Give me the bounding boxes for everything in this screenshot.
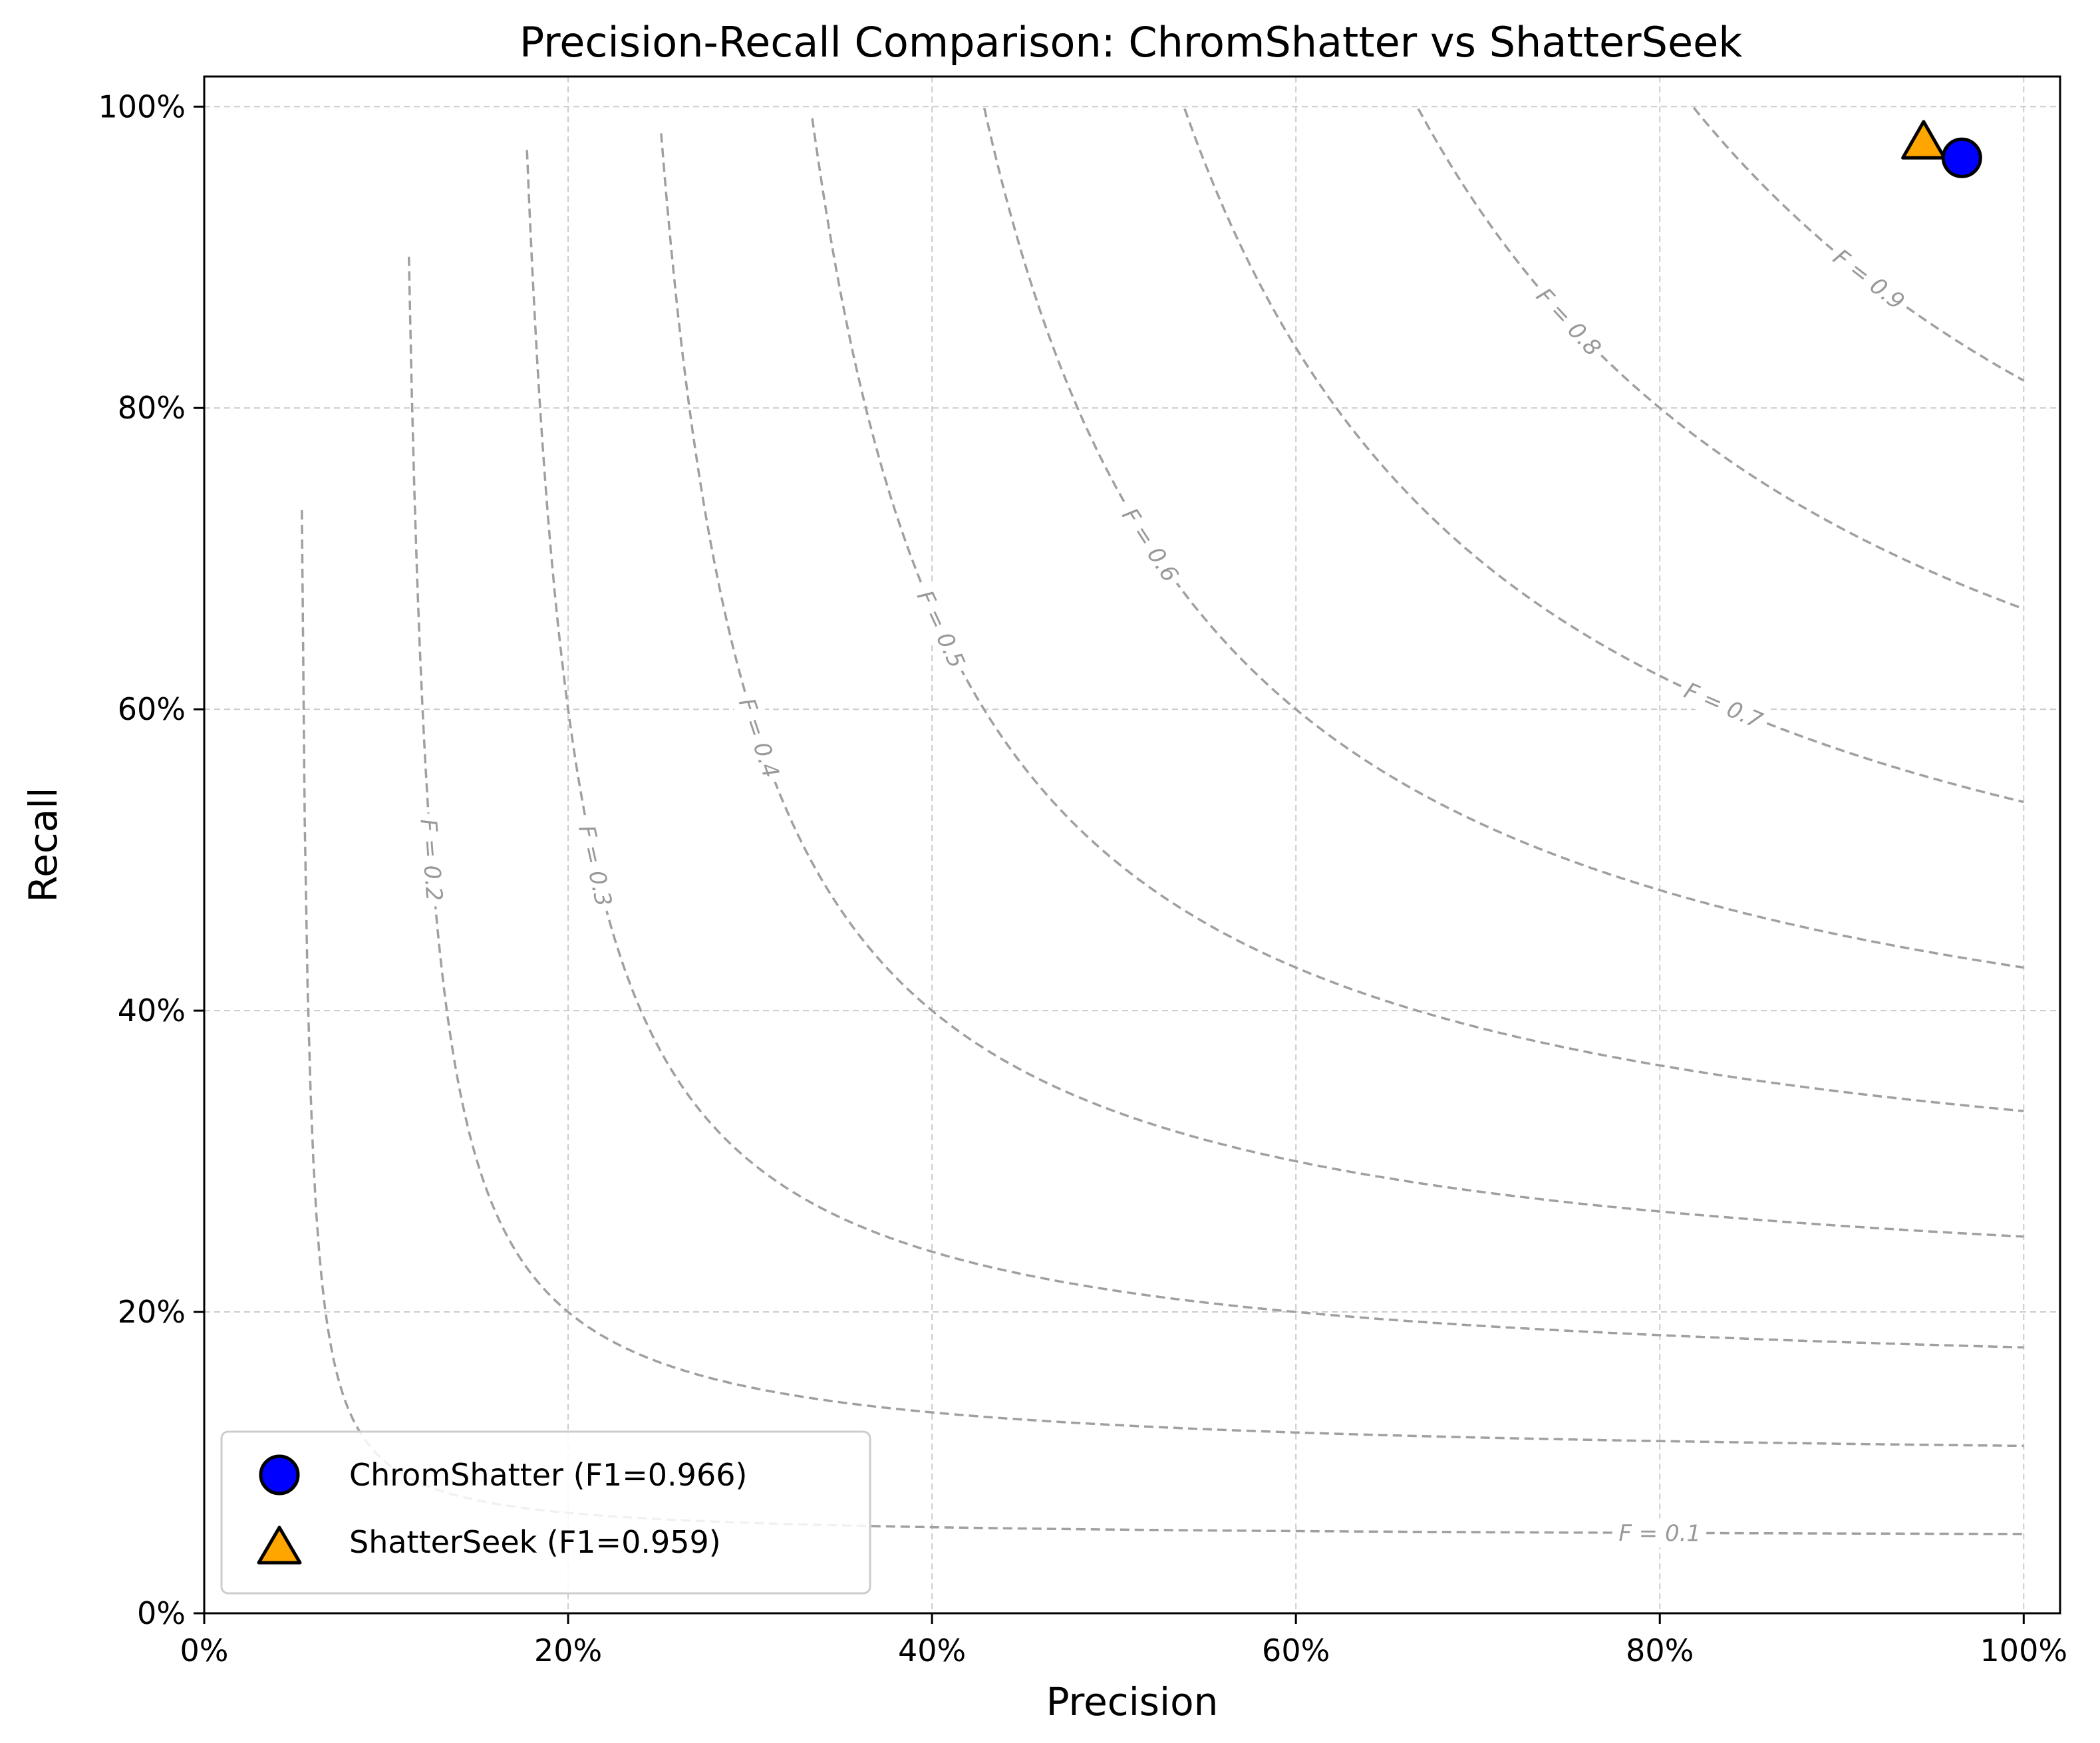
legend-marker-chromshatter [259, 1454, 300, 1496]
chart-title: Precision-Recall Comparison: ChromShatte… [520, 18, 1742, 67]
f1-contour-line-6 [1183, 108, 2024, 804]
legend-marker-shatterseek [257, 1525, 302, 1565]
f1-contour-label-bg-2 [571, 817, 621, 915]
y-tick-label-3: 60% [118, 691, 186, 727]
grid-lines [204, 77, 2060, 1614]
y-axis-label: Recall [21, 787, 66, 902]
f1-contour-label-bg-3 [730, 689, 788, 787]
f1-contour-label-bg-8 [1823, 239, 1915, 319]
f1-contours [301, 106, 2025, 1535]
data-points [1901, 120, 1982, 178]
y-tick-label-0: 0% [137, 1595, 186, 1631]
f1-contour-line-5 [982, 108, 2024, 969]
x-tick-label-5: 100% [1980, 1633, 2068, 1668]
legend-label-shatterseek: ShatterSeek (F1=0.959) [349, 1524, 721, 1560]
x-axis-label: Precision [1046, 1679, 1219, 1724]
f1-contour-line-2 [525, 150, 2024, 1349]
f1-contour-label-bg-7 [1526, 277, 1612, 367]
x-tick-label-3: 60% [1262, 1633, 1330, 1668]
f1-contour-label-bg-4 [908, 580, 975, 678]
plot-frame [203, 75, 2061, 1615]
x-tick-label-0: 0% [180, 1633, 229, 1668]
y-tick-label-1: 20% [118, 1294, 186, 1330]
x-tick-label-1: 20% [534, 1633, 602, 1668]
y-tick-label-5: 100% [98, 88, 186, 124]
data-point-shatterseek-0 [1901, 120, 1946, 160]
f1-contour-line-3 [660, 133, 2024, 1238]
x-tick-label-4: 80% [1626, 1633, 1694, 1668]
f1-contour-line-0 [301, 510, 2024, 1535]
y-tick-label-4: 80% [118, 390, 186, 426]
f1-contour-label-0: F = 0.1 [1618, 1520, 1701, 1547]
x-tick-label-2: 40% [898, 1633, 966, 1668]
y-tick-label-2: 40% [118, 993, 186, 1029]
f1-contour-label-1: F = 0.2 [414, 818, 447, 902]
f1-contour-label-bg-6 [1674, 673, 1772, 738]
f1-contour-line-4 [811, 118, 2024, 1112]
legend: ChromShatter (F1=0.966) ShatterSeek (F1=… [220, 1430, 871, 1595]
f1-contour-line-7 [1417, 108, 2024, 610]
axis-ticks: 0% 20% 40% 60% 80% 100% 0% 20% 40% 60% 80% 100% [98, 88, 2067, 1668]
legend-label-chromshatter: ChromShatter (F1=0.966) [349, 1457, 747, 1493]
f1-contour-label-bg-0 [1613, 1517, 1707, 1548]
legend-box [220, 1430, 871, 1595]
f1-contour-label-bg-5 [1112, 498, 1188, 592]
data-point-chromshatter-0 [1941, 137, 1982, 178]
f1-contour-line-8 [1692, 106, 2025, 382]
f1-contour-label-bg-1 [413, 812, 450, 908]
